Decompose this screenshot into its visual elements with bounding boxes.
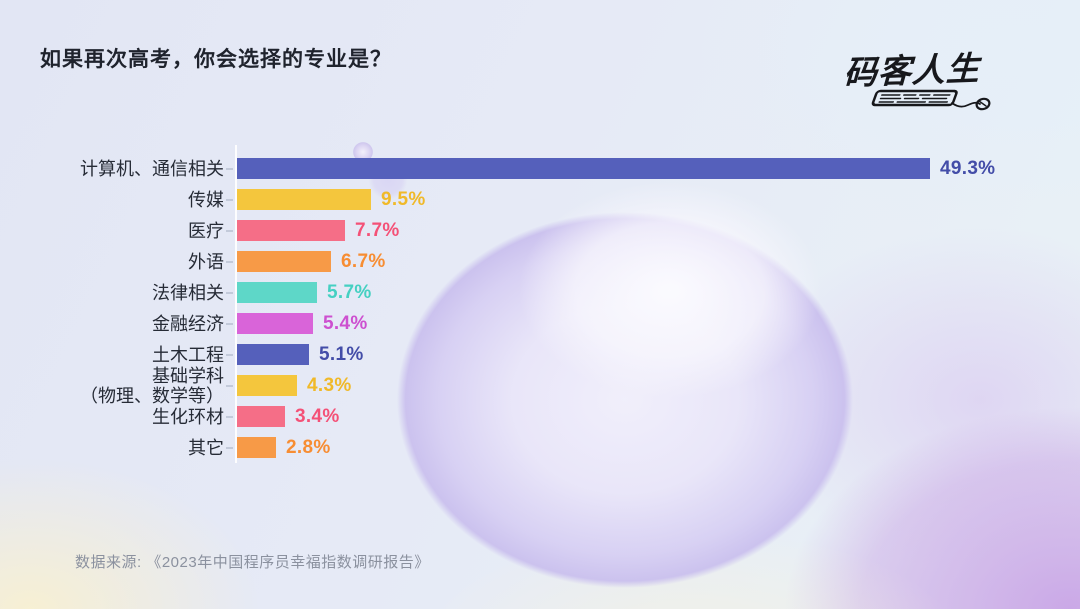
bar (237, 437, 276, 458)
bar-row: 外语 6.7% (40, 246, 1040, 277)
bar (237, 189, 371, 210)
bar-rows: 计算机、通信相关 49.3% 传媒 9.5% 医疗 7.7% 外语 6.7% 法律相关 5.7% 金… (40, 153, 1040, 463)
category-label: 法律相关 (152, 282, 224, 303)
bar (237, 220, 345, 241)
category-label: 金融经济 (152, 313, 224, 334)
bar-row: 医疗 7.7% (40, 215, 1040, 246)
bar-row: 其它 2.8% (40, 432, 1040, 463)
category-label: 外语 (188, 251, 224, 272)
data-source-note: 数据来源: 《2023年中国程序员幸福指数调研报告》 (75, 554, 430, 571)
brand-logo: 码客人生 (832, 44, 992, 111)
axis-tick (226, 260, 233, 263)
value-label: 5.7% (327, 281, 372, 303)
bar-row: 传媒 9.5% (40, 184, 1040, 215)
axis-tick (226, 291, 233, 294)
category-label: 计算机、通信相关 (80, 158, 224, 179)
bar (237, 344, 309, 365)
axis-tick (226, 415, 233, 418)
value-label: 7.7% (355, 219, 400, 241)
bar-row: 计算机、通信相关 49.3% (40, 153, 1040, 184)
category-label: 传媒 (188, 189, 224, 210)
value-label: 3.4% (295, 405, 340, 427)
value-label: 2.8% (286, 436, 331, 458)
axis-tick (226, 229, 233, 232)
axis-tick (226, 167, 233, 170)
value-label: 49.3% (940, 157, 996, 179)
bar-row: 法律相关 5.7% (40, 277, 1040, 308)
brand-logo-text: 码客人生 (843, 48, 981, 93)
bar (237, 158, 930, 179)
value-label: 5.4% (323, 312, 368, 334)
category-label: 土木工程 (152, 344, 224, 365)
value-label: 9.5% (381, 188, 426, 210)
keyboard-mouse-icon (871, 89, 991, 111)
page-title: 如果再次高考，你会选择的专业是？ (40, 48, 392, 71)
axis-tick (226, 384, 233, 387)
category-label: 其它 (188, 437, 224, 458)
category-label: 生化环材 (152, 406, 224, 427)
bar (237, 251, 331, 272)
value-label: 6.7% (341, 250, 386, 272)
bar-row: 基础学科 （物理、数学等） 4.3% (40, 366, 1040, 406)
category-label: 基础学科 （物理、数学等） (80, 365, 224, 406)
axis-tick (226, 353, 233, 356)
category-label: 医疗 (188, 220, 224, 241)
axis-tick (226, 446, 233, 449)
bar-chart: 计算机、通信相关 49.3% 传媒 9.5% 医疗 7.7% 外语 6.7% 法律相关 5.7% 金… (40, 145, 1040, 463)
bar-row: 生化环材 3.4% (40, 401, 1040, 432)
value-label: 4.3% (307, 374, 352, 396)
y-axis-line (235, 145, 237, 463)
bar (237, 406, 285, 427)
axis-tick (226, 322, 233, 325)
bar (237, 313, 313, 334)
value-label: 5.1% (319, 343, 364, 365)
bar-row: 土木工程 5.1% (40, 339, 1040, 370)
bar (237, 375, 297, 396)
axis-tick (226, 198, 233, 201)
bar (237, 282, 317, 303)
bar-row: 金融经济 5.4% (40, 308, 1040, 339)
